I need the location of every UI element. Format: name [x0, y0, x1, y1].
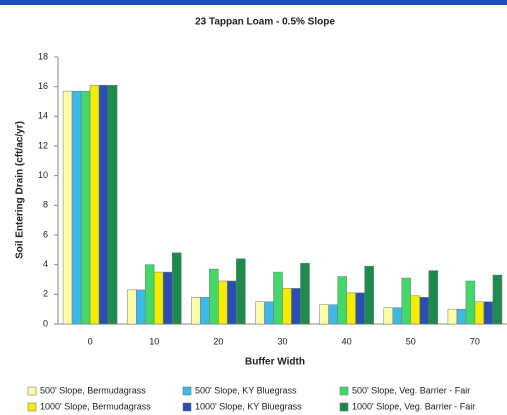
y-tick-label: 8	[43, 200, 48, 210]
bar	[474, 301, 485, 325]
bar	[71, 90, 82, 325]
bar	[144, 264, 155, 325]
bar	[355, 292, 365, 325]
bar	[135, 289, 146, 325]
legend-swatch	[27, 386, 37, 396]
bar	[89, 84, 100, 325]
legend-swatch	[182, 386, 192, 396]
x-tick-label: 10	[149, 336, 159, 346]
x-tick-label: 40	[342, 336, 352, 346]
bar	[62, 90, 73, 325]
legend-swatch	[27, 402, 37, 412]
legend-label: 500' Slope, Bermudagrass	[40, 385, 146, 395]
legend-label: 1000' Slope, Bermudagrass	[40, 401, 151, 411]
bar	[447, 308, 458, 325]
legend-swatch	[339, 402, 349, 412]
bar	[328, 304, 338, 325]
x-axis-title: Buffer Width	[245, 357, 305, 368]
bar	[191, 297, 201, 325]
legend-label: 1000' Slope, Veg. Barrier - Fair	[352, 401, 475, 411]
bar	[107, 84, 118, 325]
x-tick-label: 50	[406, 336, 416, 346]
y-tick-label: 12	[38, 140, 48, 150]
bar	[428, 270, 439, 325]
bar	[236, 258, 246, 325]
bar	[162, 271, 173, 325]
x-tick-label: 30	[277, 336, 287, 346]
bar	[80, 90, 91, 325]
bar	[255, 301, 265, 325]
bar	[410, 295, 421, 325]
y-tick-label: 18	[38, 51, 48, 61]
bar	[300, 262, 310, 325]
bar	[218, 280, 228, 325]
chart-title: 23 Tappan Loam - 0.5% Slope	[195, 17, 335, 28]
legend-swatch	[339, 386, 349, 396]
bar	[291, 288, 301, 325]
y-tick-label: 0	[43, 318, 48, 328]
x-tick-label: 20	[213, 336, 223, 346]
legend-label: 500' Slope, Veg. Barrier - Fair	[352, 385, 470, 395]
bar	[319, 304, 329, 325]
bar	[419, 297, 430, 325]
bar	[383, 307, 394, 325]
y-axis-title: Soil Entering Drain (cft/ac/yr)	[15, 121, 26, 259]
bar	[273, 271, 283, 325]
y-tick-label: 2	[43, 289, 48, 299]
x-tick-label: 0	[88, 336, 93, 346]
bar	[364, 265, 374, 325]
bar	[264, 301, 274, 325]
bar	[227, 280, 237, 325]
legend-swatch	[182, 402, 192, 412]
y-tick-label: 10	[38, 170, 48, 180]
bar	[200, 297, 210, 325]
bar	[392, 307, 403, 325]
bar	[483, 301, 494, 325]
bar	[153, 271, 164, 325]
bar	[98, 84, 109, 325]
bar	[465, 280, 476, 325]
bar	[337, 276, 347, 325]
bar	[171, 252, 182, 325]
bar	[282, 288, 292, 325]
bar	[209, 268, 219, 325]
bar	[456, 308, 467, 325]
legend-label: 500' Slope, KY Bluegrass	[195, 385, 297, 395]
bar	[492, 274, 503, 325]
y-tick-label: 14	[38, 111, 48, 121]
y-tick-label: 4	[43, 259, 48, 269]
legend-label: 1000' Slope, KY Bluegrass	[195, 401, 302, 411]
bar	[346, 292, 356, 325]
y-tick-label: 16	[38, 81, 48, 91]
x-tick-label: 70	[470, 336, 480, 346]
bar	[401, 277, 412, 325]
y-tick-label: 6	[43, 229, 48, 239]
top-border	[0, 0, 507, 5]
bar	[126, 289, 137, 325]
